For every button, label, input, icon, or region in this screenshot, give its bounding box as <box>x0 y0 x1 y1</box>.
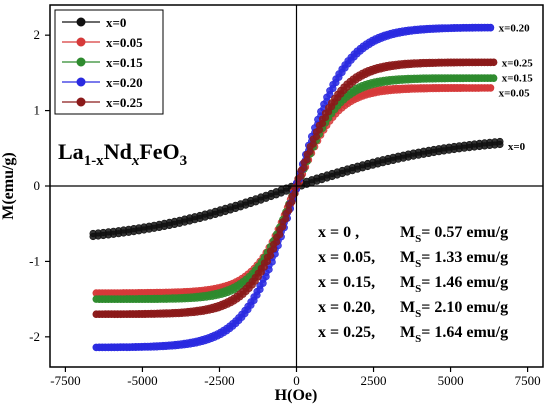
plot-marks <box>89 23 504 352</box>
series-end-labels: x=0 x=0.05 x=0.15 x=0.20 x=0.25 <box>499 23 534 153</box>
x-tick-label: -2500 <box>204 373 234 388</box>
data-point <box>259 279 267 287</box>
y-axis-label: M(emu/g) <box>0 152 17 220</box>
y-tick-label: 2 <box>34 27 41 42</box>
data-point <box>490 58 498 67</box>
y-tick-label: 1 <box>34 103 41 118</box>
data-point <box>250 296 258 305</box>
x-tick-label: 2500 <box>361 373 387 388</box>
data-point <box>288 198 296 206</box>
legend-label: x=0.20 <box>106 75 143 90</box>
ms-row-x: x = 0.05, <box>318 249 375 266</box>
data-point <box>487 24 495 32</box>
legend-label: x=0.15 <box>106 55 143 70</box>
data-point <box>326 90 334 99</box>
data-point <box>294 181 302 189</box>
data-point <box>306 148 314 156</box>
data-point <box>303 156 311 164</box>
y-tick-label: -2 <box>29 329 40 344</box>
ms-row-x: x = 0.25, <box>318 324 375 341</box>
series-x=0.25 <box>92 58 498 319</box>
legend-entry: x=0.25 <box>62 95 143 110</box>
data-point <box>318 119 327 127</box>
data-point <box>487 84 495 92</box>
series-end-label: x=0 <box>508 141 526 153</box>
data-point <box>309 140 317 148</box>
y-tick-label: 0 <box>34 178 41 193</box>
legend-label: x=0.05 <box>106 35 143 50</box>
series-end-label: x=0.15 <box>502 72 534 84</box>
data-point <box>291 189 299 197</box>
data-point <box>490 74 498 82</box>
data-point <box>321 113 330 121</box>
data-point <box>282 215 290 223</box>
data-point <box>262 273 270 281</box>
ms-row-value: MS= 0.57 emu/g <box>400 224 508 245</box>
data-point <box>273 238 281 246</box>
legend-entry: x=0 <box>62 15 126 30</box>
series-x=0 <box>89 137 504 241</box>
x-tick-label: 7500 <box>515 373 541 388</box>
ms-row-x: x = 0.15, <box>318 274 375 291</box>
data-point <box>312 133 321 141</box>
series-end-label: x=0.05 <box>499 87 531 99</box>
x-tick-label: -5000 <box>127 373 157 388</box>
formula-label: La1-xNdxFeO3 <box>58 139 187 169</box>
data-point <box>253 291 261 299</box>
data-point <box>285 206 293 215</box>
data-point <box>297 172 305 180</box>
axis-ticks: -7500 -5000 -2500 0 2500 5000 7500 -2 -1 0 1 2 <box>29 27 540 388</box>
ms-row-value: MS= 1.33 emu/g <box>400 249 508 270</box>
data-point <box>332 78 340 87</box>
data-point <box>260 263 269 271</box>
data-point <box>256 285 264 294</box>
data-point <box>315 126 324 134</box>
legend-label: x=0.25 <box>106 95 143 110</box>
legend: x=0 x=0.05 x=0.15 x=0.20 x=0.25 <box>54 9 164 115</box>
x-axis-label: H(Oe) <box>275 387 318 404</box>
series-end-label: x=0.20 <box>499 23 531 35</box>
saturation-magnetization-table: x = 0 , MS= 0.57 emu/g x = 0.05, MS= 1.33 e… <box>318 224 508 345</box>
legend-entry: x=0.15 <box>62 55 143 70</box>
series-x=0.20 <box>92 23 495 352</box>
series-end-label: x=0.25 <box>502 57 534 69</box>
data-point <box>266 251 275 259</box>
x-tick-label: 5000 <box>438 373 464 388</box>
ms-row-x: x = 0.20, <box>318 299 375 316</box>
ms-row-value: MS= 1.64 emu/g <box>400 324 508 345</box>
ms-row-x: x = 0 , <box>318 224 359 241</box>
data-point <box>496 140 504 149</box>
legend-label: x=0 <box>106 15 126 30</box>
data-point <box>276 231 284 239</box>
ms-row-value: MS= 2.10 emu/g <box>400 299 508 320</box>
data-point <box>279 223 287 231</box>
legend-entry: x=0.05 <box>62 35 143 50</box>
data-point <box>300 164 308 172</box>
ms-row-value: MS= 1.46 emu/g <box>400 274 508 295</box>
data-point <box>329 84 337 92</box>
data-point <box>263 257 272 266</box>
y-tick-label: -1 <box>29 253 40 268</box>
x-tick-label: 0 <box>293 373 300 388</box>
x-tick-label: -7500 <box>50 373 80 388</box>
legend-entry: x=0.20 <box>62 75 143 90</box>
data-point <box>270 245 278 253</box>
